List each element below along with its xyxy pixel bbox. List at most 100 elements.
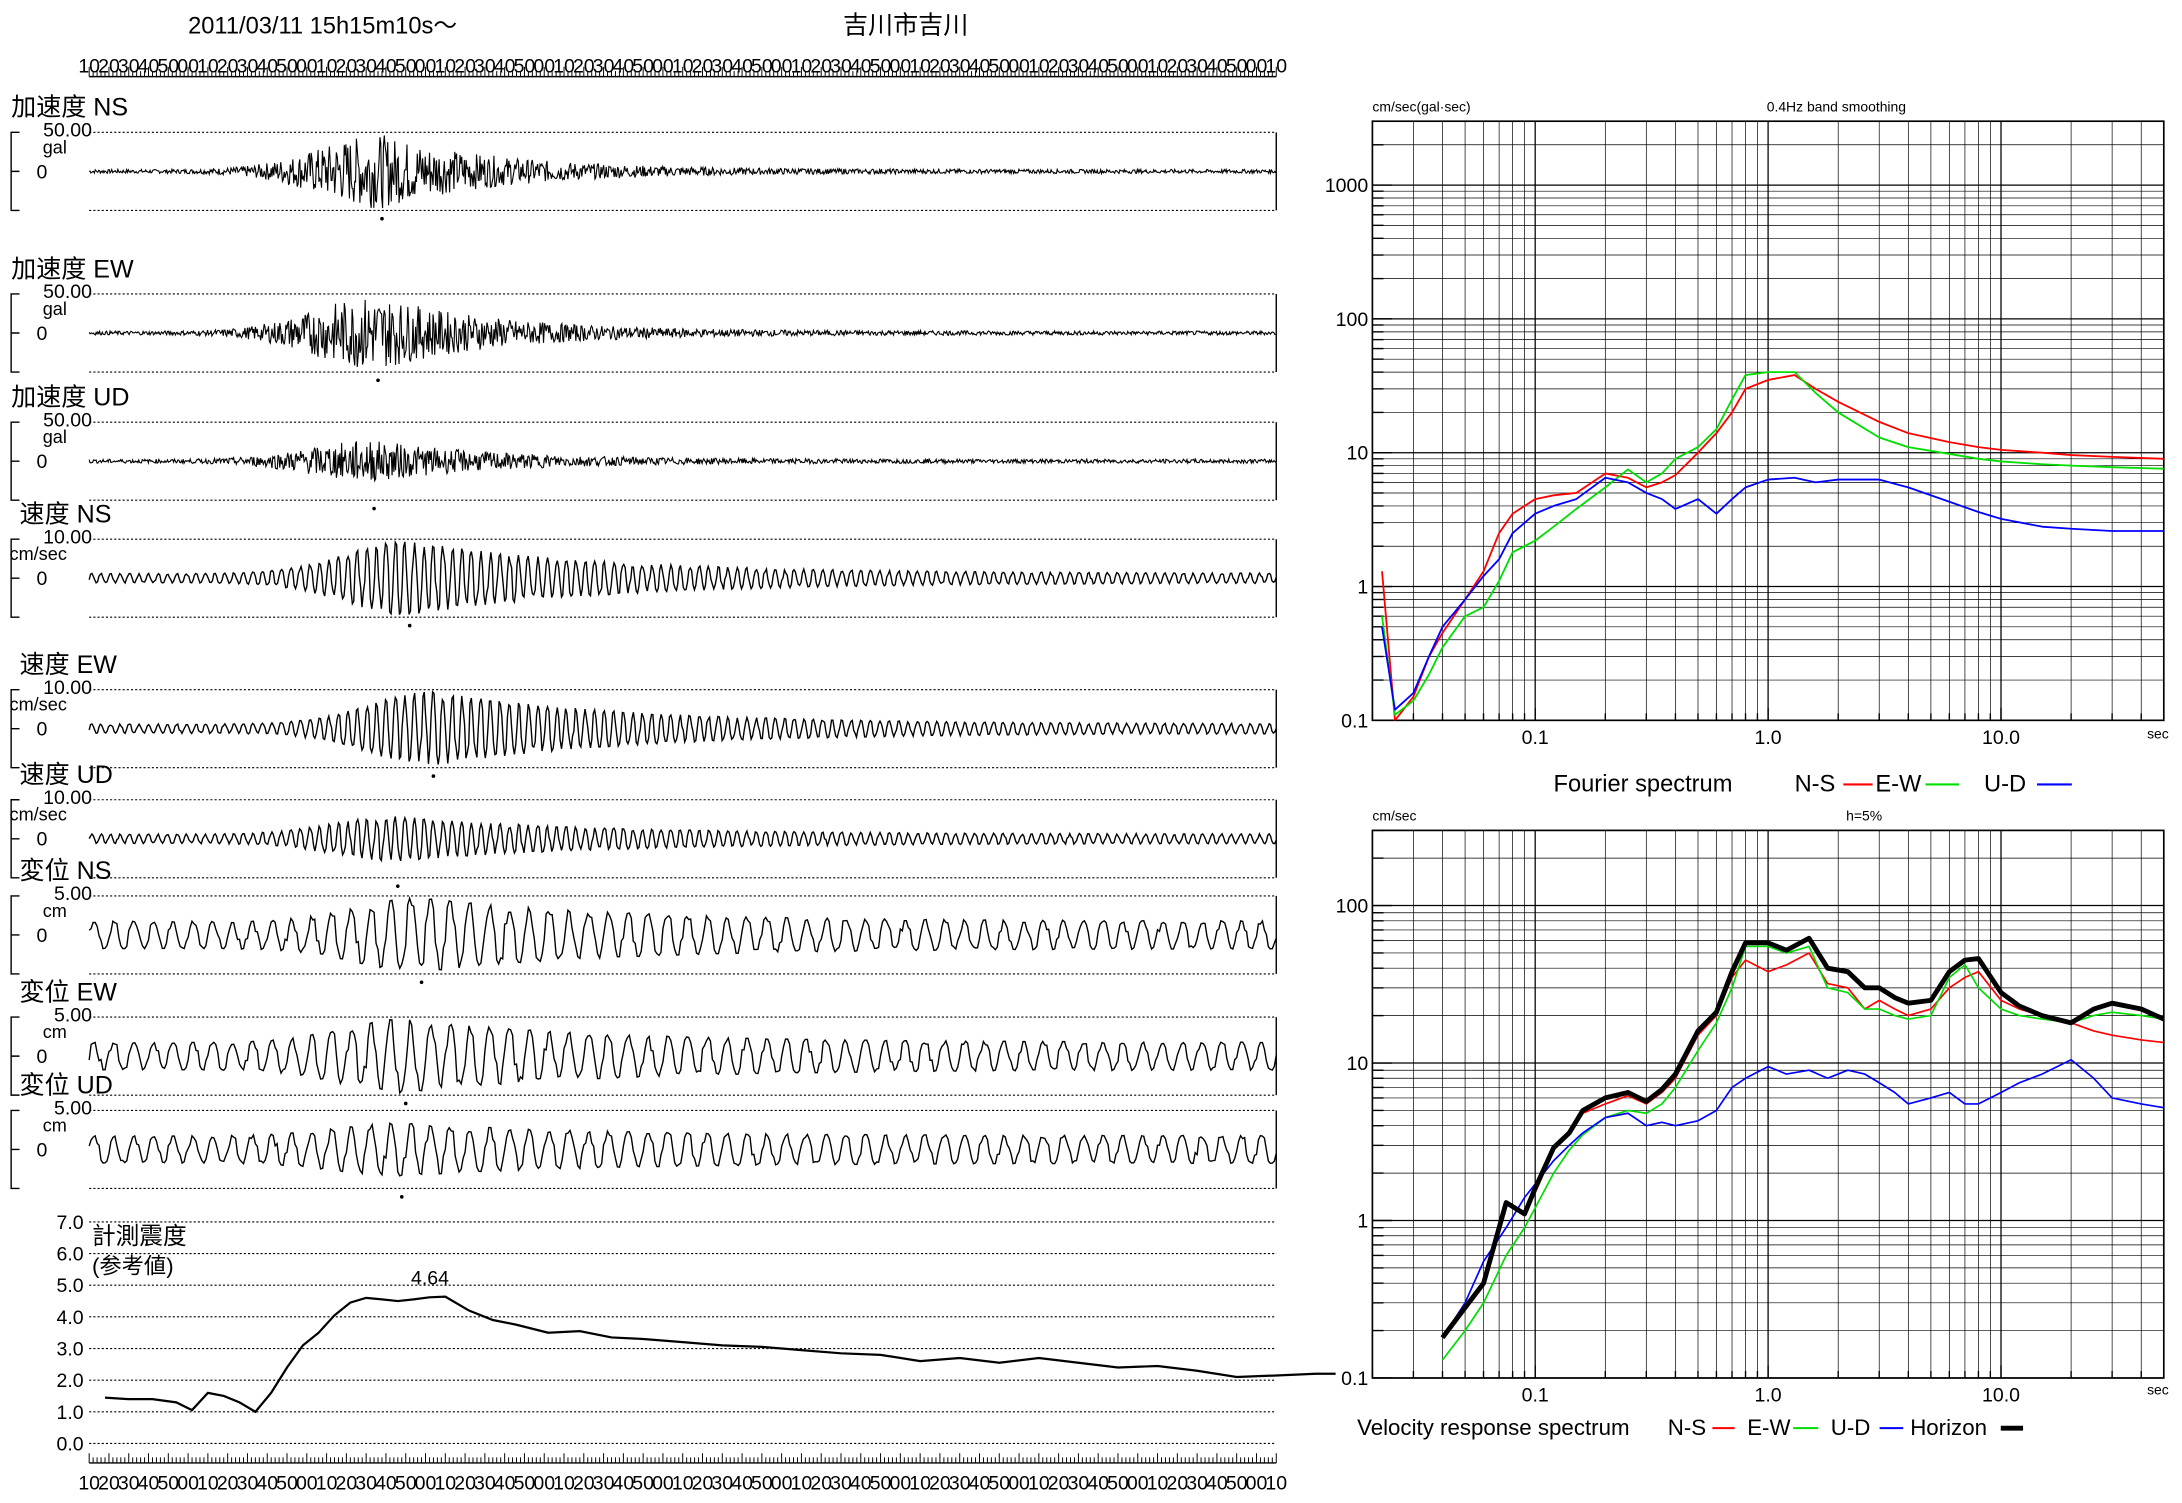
time-tick-label: 00 [652,1472,674,1494]
time-tick-label: 10 [1265,55,1287,77]
intensity-y-tick-label: 7.0 [56,1212,83,1234]
time-tick-label: 10 [1147,55,1169,77]
spectrum-series-line [1441,1058,2164,1339]
time-tick-label: 30 [118,55,140,77]
waveform-zero-label: 0 [37,1046,48,1068]
waveform-title: 変位 EW [20,978,118,1006]
time-axis-bottom: 1020304050001020304050001020304050001020… [78,1453,1287,1494]
spectrum-y-tick-label: 100 [1336,309,1369,331]
waveform-max-label: 50.00 [43,409,92,431]
spectrum-series-line [1381,371,2164,716]
spectrum-series-line [1441,945,2164,1361]
time-tick-label: 10 [434,1472,456,1494]
waveform-unit: cm [43,1115,67,1135]
time-tick-label: 10 [78,55,100,77]
time-tick-label: 20 [1166,55,1188,77]
time-tick-label: 50 [276,1472,298,1494]
station-name: 吉川市吉川 [843,11,968,39]
time-tick-label: 40 [850,55,872,77]
fourier-legend-ew-label: E-W [1875,771,1922,797]
time-tick-label: 50 [1226,55,1248,77]
time-tick-label: 10 [197,1472,219,1494]
response-legend-ud-label: U-D [1831,1415,1871,1440]
intensity-y-tick-label: 0.0 [56,1433,83,1455]
time-tick-label: 10 [316,55,338,77]
record-datetime: 2011/03/11 15h15m10s～ [188,13,457,39]
time-tick-label: 40 [1206,55,1228,77]
time-tick-label: 20 [573,1472,595,1494]
time-tick-label: 20 [692,1472,714,1494]
time-tick-label: 30 [355,55,377,77]
spectrum-x-tick-label: 10.0 [1982,727,2020,749]
spectrum-y-tick-label: 10 [1347,443,1369,465]
response-legend-horizon-label: Horizon [1910,1415,1987,1440]
time-tick-label: 10 [78,1472,100,1494]
time-tick-label: 00 [177,1472,199,1494]
time-tick-label: 50 [1107,55,1129,77]
time-tick-label: 10 [791,55,813,77]
time-tick-label: 20 [1166,1472,1188,1494]
waveform-zero-label: 0 [37,568,48,590]
time-tick-label: 30 [593,55,615,77]
time-tick-label: 30 [830,1472,852,1494]
spectrum-series-line [1440,935,2164,1340]
intensity-y-tick-label: 2.0 [56,1370,83,1392]
waveform-zero-label: 0 [37,161,48,183]
time-tick-label: 10 [1028,55,1050,77]
time-tick-label: 00 [771,1472,793,1494]
time-tick-label: 00 [177,55,199,77]
response-note: h=5% [1846,808,1882,824]
waveform-trace [88,135,1277,209]
response-legend-ew-label: E-W [1747,1415,1790,1440]
waveform-title: 変位 UD [20,1072,113,1100]
time-tick-label: 40 [850,1472,872,1494]
time-tick-label: 20 [454,55,476,77]
spectrum-x-tick-label: 1.0 [1755,1385,1782,1407]
time-tick-label: 00 [1246,55,1268,77]
spectrum-series-line [1381,374,2164,721]
time-tick-label: 00 [1127,55,1149,77]
spectrum-frame [1371,120,2165,722]
spectrum-y-tick-label: 1000 [1325,175,1369,197]
waveform-max-label: 10.00 [43,677,92,699]
time-tick-label: 00 [771,55,793,77]
intensity-y-tick-label: 4.0 [56,1307,83,1329]
response-y-unit: cm/sec [1372,808,1416,824]
response-legend-ns-label: N-S [1668,1415,1706,1440]
waveform-title: 速度 EW [20,651,118,679]
spectrum-x-tick-label: 0.1 [1522,727,1549,749]
waveform-unit: gal [43,137,67,157]
time-tick-label: 20 [217,55,239,77]
time-tick-label: 40 [613,55,635,77]
fourier-legend-ud-label: U-D [1984,771,2026,797]
time-tick-label: 00 [1246,1472,1268,1494]
waveform-max-label: 50.00 [43,281,92,303]
time-tick-label: 50 [276,55,298,77]
time-tick-label: 20 [98,1472,120,1494]
time-tick-label: 30 [949,55,971,77]
time-tick-label: 10 [197,55,219,77]
time-tick-label: 50 [395,1472,417,1494]
waveform-peak-marker [372,506,376,511]
waveform-peak-marker [399,1195,404,1199]
fourier-note: 0.4Hz band smoothing [1767,98,1906,114]
time-tick-label: 10 [672,1472,694,1494]
time-tick-label: 20 [810,55,832,77]
time-tick-label: 10 [909,55,931,77]
time-tick-label: 10 [434,55,456,77]
spectrum-y-tick-label: 0.1 [1341,1368,1368,1390]
fourier-legend: Fourier spectrum N-S E-W U-D [1554,771,2072,797]
time-tick-label: 30 [1068,55,1090,77]
waveform-trace [88,815,1277,863]
waveform-unit: cm [43,901,67,921]
time-tick-label: 30 [355,1472,377,1494]
time-tick-label: 40 [731,1472,753,1494]
waveform-bracket [10,1109,20,1190]
waveform-max-label: 5.00 [54,1098,92,1120]
waveform-peak-marker [419,980,424,985]
